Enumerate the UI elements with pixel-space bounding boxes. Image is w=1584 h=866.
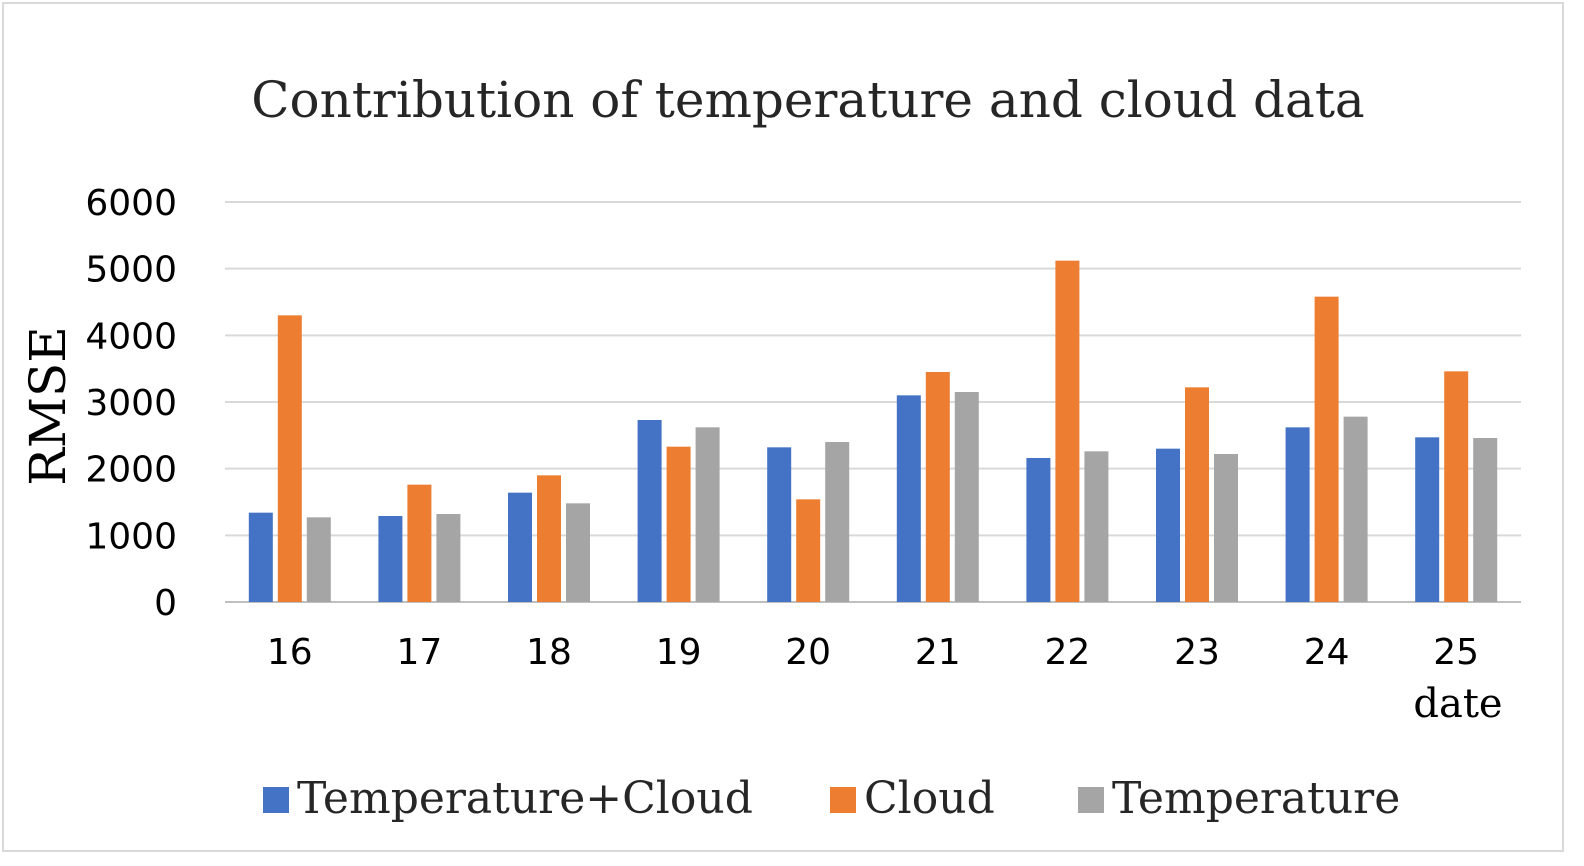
bar-temperature-cloud-21: [896, 395, 921, 602]
legend: Temperature+Cloud Cloud Temperature: [263, 773, 1400, 824]
bar-cloud-22: [1055, 260, 1080, 602]
x-axis-label: date: [1413, 681, 1502, 727]
y-tick-label: 1000: [85, 516, 177, 557]
x-axis-ticks: 16 17 18 19 20 21 22 23 24 25: [267, 632, 1479, 673]
bar-cloud-19: [666, 446, 691, 602]
legend-item-temperature: Temperature: [1078, 773, 1400, 824]
bar-temperature-cloud-17: [378, 516, 403, 602]
bar-temperature-24: [1343, 416, 1368, 602]
legend-swatch: [263, 787, 289, 813]
x-tick-label: 22: [1044, 632, 1090, 673]
bar-cloud-20: [796, 499, 821, 602]
bar-cloud-21: [925, 372, 950, 602]
bar-temperature-16: [306, 517, 331, 602]
x-tick-label: 19: [656, 632, 702, 673]
bar-temperature-18: [566, 503, 590, 602]
bar-temperature-23: [1214, 454, 1238, 602]
bar-temperature-cloud-24: [1285, 427, 1310, 602]
bar-temperature-cloud-25: [1415, 437, 1440, 602]
legend-swatch: [830, 787, 856, 813]
x-tick-label: 24: [1304, 632, 1350, 673]
bar-temperature-25: [1473, 438, 1498, 602]
x-tick-label: 16: [267, 632, 313, 673]
legend-item-temperature-cloud: Temperature+Cloud: [263, 773, 753, 824]
y-axis-label: RMSE: [19, 326, 77, 486]
bar-temperature-17: [436, 514, 461, 602]
bar-temperature-cloud-20: [767, 447, 792, 602]
chart-frame: [2, 2, 1564, 852]
legend-label: Cloud: [864, 773, 995, 824]
bar-temperature-cloud-18: [508, 492, 532, 602]
bar-temperature-19: [695, 427, 720, 602]
bar-cloud-23: [1185, 387, 1209, 602]
bar-cloud-16: [277, 315, 302, 602]
bar-temperature-21: [954, 392, 979, 602]
bar-cloud-25: [1444, 371, 1469, 602]
bar-temperature-22: [1084, 451, 1109, 602]
y-tick-label: 6000: [85, 183, 177, 224]
x-tick-label: 17: [396, 632, 442, 673]
legend-swatch: [1078, 787, 1104, 813]
bar-cloud-24: [1314, 296, 1339, 602]
y-tick-label: 2000: [85, 450, 177, 491]
bars: [248, 260, 1498, 602]
chart-title: Contribution of temperature and cloud da…: [251, 71, 1364, 129]
bar-temperature-cloud-23: [1156, 448, 1180, 602]
bar-cloud-18: [537, 475, 561, 602]
y-tick-label: 5000: [85, 250, 177, 291]
bar-temperature-cloud-16: [248, 512, 273, 602]
bar-temperature-cloud-19: [637, 420, 662, 602]
bar-cloud-17: [407, 484, 432, 602]
x-tick-label: 20: [785, 632, 831, 673]
y-tick-label: 3000: [85, 383, 177, 424]
legend-label: Temperature+Cloud: [297, 773, 753, 824]
x-tick-label: 18: [526, 632, 572, 673]
bar-temperature-20: [825, 442, 850, 602]
bar-temperature-cloud-22: [1026, 458, 1051, 602]
y-tick-label: 4000: [85, 316, 177, 357]
y-axis-ticks: 0 1000 2000 3000 4000 5000 6000: [85, 183, 177, 624]
legend-label: Temperature: [1112, 773, 1400, 824]
x-tick-label: 23: [1174, 632, 1220, 673]
y-tick-label: 0: [154, 583, 177, 624]
x-tick-label: 25: [1433, 632, 1479, 673]
legend-item-cloud: Cloud: [830, 773, 995, 824]
x-tick-label: 21: [915, 632, 961, 673]
